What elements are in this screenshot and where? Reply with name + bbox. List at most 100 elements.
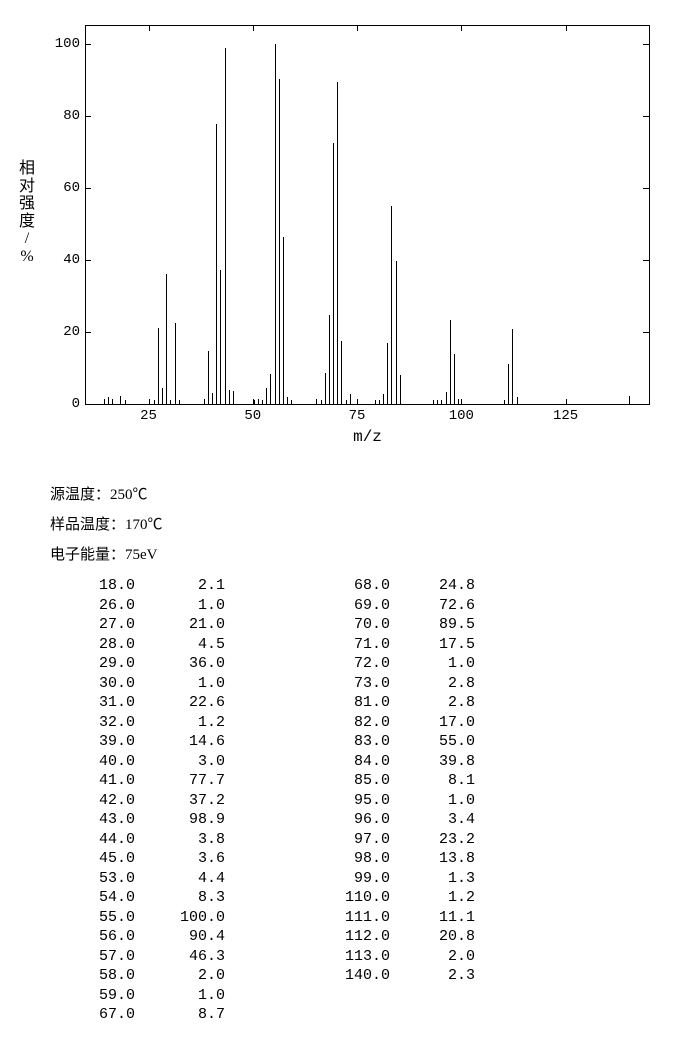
source-temp-label: 源温度：: [50, 487, 110, 503]
table-gap: [225, 596, 310, 616]
spectrum-peak: [350, 394, 351, 404]
table-gap: [225, 830, 310, 850]
y-tick-label: 100: [40, 36, 80, 52]
table-cell: 71.0: [310, 635, 390, 655]
spectrum-peak: [279, 79, 280, 404]
table-row: 43.098.996.03.4: [50, 810, 680, 830]
spectrum-peak: [379, 400, 380, 404]
x-tick: [253, 25, 254, 31]
table-cell: 3.8: [135, 830, 225, 850]
source-temp-row: 源温度：250℃: [50, 480, 680, 510]
sample-temp-label: 样品温度：: [50, 517, 125, 533]
x-tick-label: 100: [449, 408, 474, 424]
table-row: 41.077.785.08.1: [50, 771, 680, 791]
table-cell: 72.6: [390, 596, 475, 616]
table-cell: 44.0: [50, 830, 135, 850]
spectrum-peak: [383, 394, 384, 404]
spectrum-peak: [258, 399, 259, 404]
table-row: 29.036.072.01.0: [50, 654, 680, 674]
spectrum-peak: [262, 400, 263, 404]
table-row: 27.021.070.089.5: [50, 615, 680, 635]
table-cell: [310, 1005, 390, 1025]
spectrum-peak: [629, 396, 630, 404]
y-tick: [643, 116, 649, 117]
table-gap: [225, 615, 310, 635]
table-cell: 29.0: [50, 654, 135, 674]
table-cell: 30.0: [50, 674, 135, 694]
y-tick: [85, 404, 91, 405]
y-tick: [85, 332, 91, 333]
spectrum-peak: [233, 391, 234, 404]
spectrum-peak: [112, 399, 113, 404]
y-axis-label: 相对强度/%: [18, 160, 36, 266]
table-cell: 96.0: [310, 810, 390, 830]
table-row: 59.01.0: [50, 986, 680, 1006]
sample-temp-value: 170℃: [125, 517, 163, 533]
table-cell: 56.0: [50, 927, 135, 947]
table-row: 39.014.683.055.0: [50, 732, 680, 752]
plot-area: [85, 25, 650, 405]
table-cell: 90.4: [135, 927, 225, 947]
table-cell: 85.0: [310, 771, 390, 791]
x-tick-label: 50: [244, 408, 261, 424]
table-cell: 112.0: [310, 927, 390, 947]
table-row: 30.01.073.02.8: [50, 674, 680, 694]
table-gap: [225, 713, 310, 733]
table-gap: [225, 732, 310, 752]
spectrum-peak: [270, 374, 271, 404]
table-cell: 98.9: [135, 810, 225, 830]
table-row: 26.01.069.072.6: [50, 596, 680, 616]
table-gap: [225, 908, 310, 928]
table-cell: 17.5: [390, 635, 475, 655]
table-row: 58.02.0140.02.3: [50, 966, 680, 986]
table-cell: 2.8: [390, 693, 475, 713]
table-row: 54.08.3110.01.2: [50, 888, 680, 908]
spectrum-peak: [220, 270, 221, 404]
table-gap: [225, 576, 310, 596]
table-cell: 99.0: [310, 869, 390, 889]
table-cell: 98.0: [310, 849, 390, 869]
spectrum-peak: [333, 143, 334, 404]
table-cell: 22.6: [135, 693, 225, 713]
spectrum-peak: [325, 373, 326, 404]
table-cell: 68.0: [310, 576, 390, 596]
table-row: 55.0100.0111.011.1: [50, 908, 680, 928]
spectrum-peak: [283, 237, 284, 404]
table-cell: 42.0: [50, 791, 135, 811]
spectrum-peak: [337, 82, 338, 404]
table-gap: [225, 674, 310, 694]
table-cell: 8.7: [135, 1005, 225, 1025]
table-cell: 21.0: [135, 615, 225, 635]
table-cell: 24.8: [390, 576, 475, 596]
table-cell: 27.0: [50, 615, 135, 635]
table-cell: 81.0: [310, 693, 390, 713]
table-cell: [390, 1005, 475, 1025]
x-tick: [149, 25, 150, 31]
y-tick-label: 20: [40, 324, 80, 340]
table-cell: 97.0: [310, 830, 390, 850]
table-cell: 55.0: [390, 732, 475, 752]
table-cell: 17.0: [390, 713, 475, 733]
table-cell: 54.0: [50, 888, 135, 908]
table-cell: 110.0: [310, 888, 390, 908]
table-cell: 8.3: [135, 888, 225, 908]
table-row: 42.037.295.01.0: [50, 791, 680, 811]
table-cell: 1.0: [390, 791, 475, 811]
table-cell: 36.0: [135, 654, 225, 674]
table-cell: 11.1: [390, 908, 475, 928]
table-cell: 55.0: [50, 908, 135, 928]
spectrum-peak: [512, 329, 513, 404]
table-cell: 57.0: [50, 947, 135, 967]
table-gap: [225, 791, 310, 811]
table-cell: 72.0: [310, 654, 390, 674]
x-tick-label: 75: [349, 408, 366, 424]
spectrum-peak: [229, 390, 230, 404]
table-cell: 1.0: [135, 596, 225, 616]
spectrum-peak: [454, 354, 455, 404]
table-gap: [225, 888, 310, 908]
table-cell: 4.5: [135, 635, 225, 655]
table-cell: 73.0: [310, 674, 390, 694]
spectrum-peak: [166, 274, 167, 404]
x-tick: [566, 25, 567, 31]
table-cell: 26.0: [50, 596, 135, 616]
